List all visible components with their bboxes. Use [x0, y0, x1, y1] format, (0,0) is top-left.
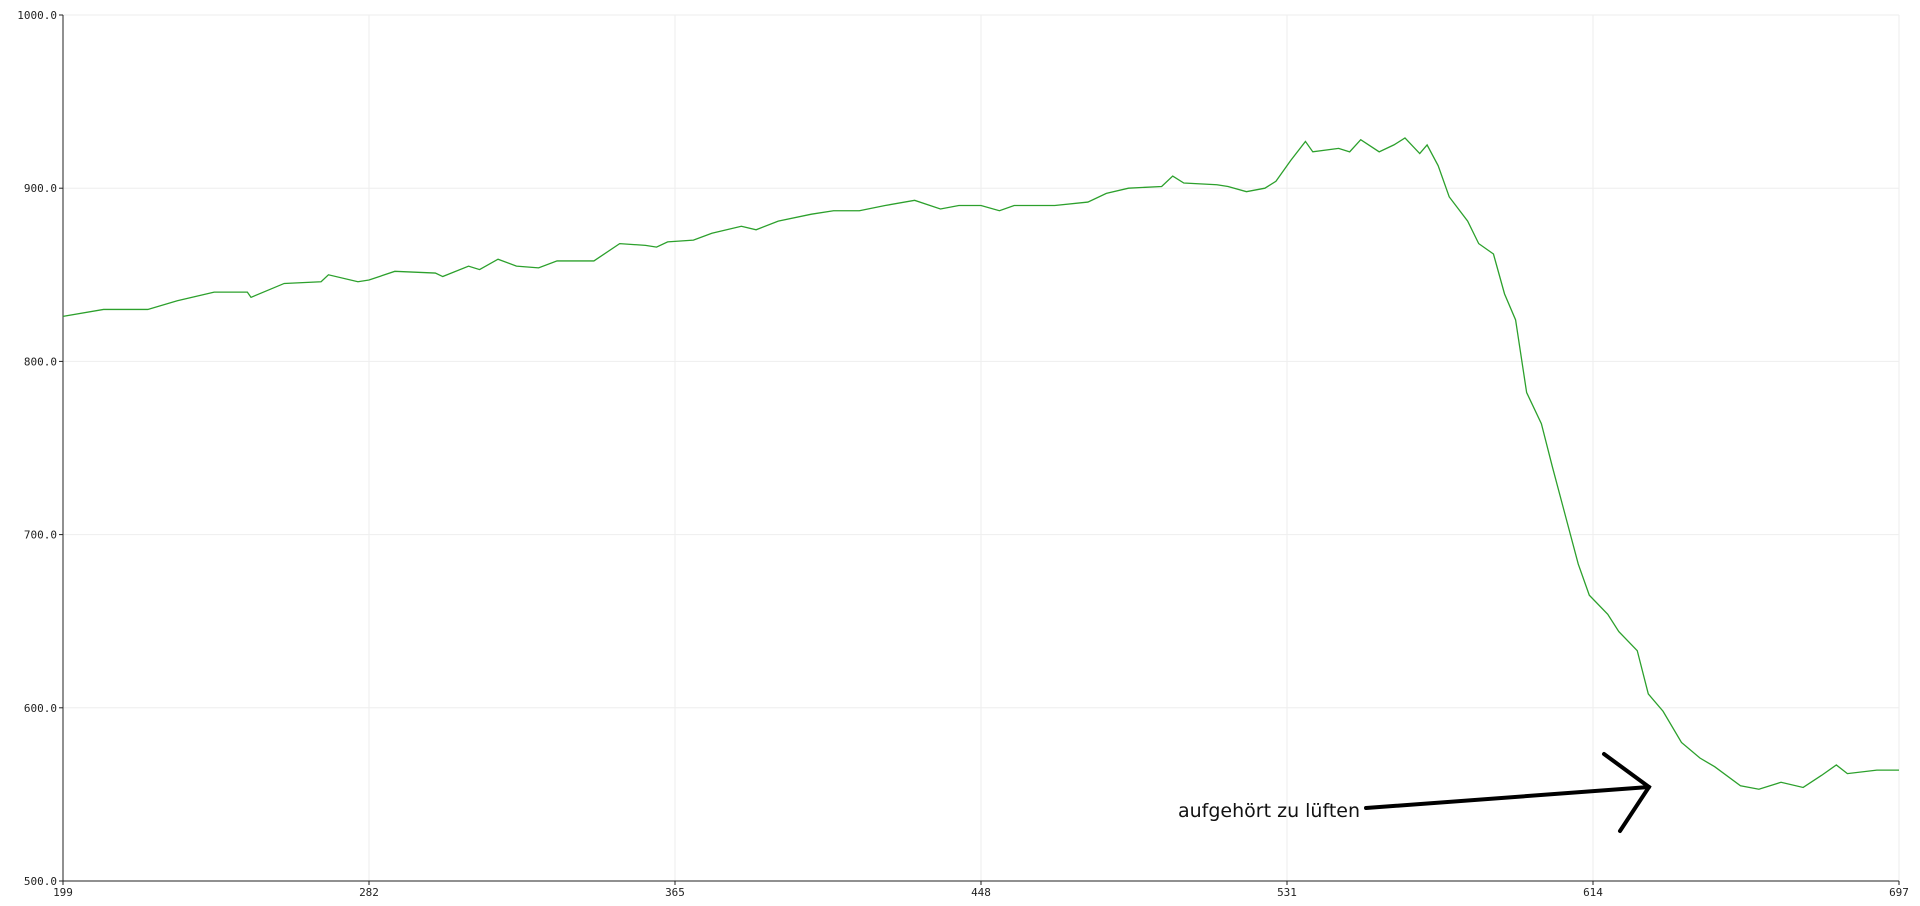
annotation-arrow — [1364, 752, 1652, 833]
data-line — [62, 137, 1899, 790]
x-tick-label: 282 — [359, 886, 379, 899]
x-tick-label: 199 — [53, 886, 73, 899]
y-tick-label: 500.0 — [24, 875, 57, 888]
y-tick-label: 700.0 — [24, 529, 57, 542]
grid — [62, 14, 1900, 882]
y-tick-label: 800.0 — [24, 355, 57, 368]
x-tick-label: 614 — [1583, 886, 1603, 899]
y-tick-label: 900.0 — [24, 182, 57, 195]
x-tick-label: 448 — [971, 886, 991, 899]
x-tick-label: 531 — [1277, 886, 1297, 899]
x-tick-label: 365 — [665, 886, 685, 899]
y-tick-label: 600.0 — [24, 702, 57, 715]
y-tick-label: 1000.0 — [17, 9, 57, 22]
x-tick-label: 697 — [1889, 886, 1909, 899]
annotation: aufgehört zu lüften — [1178, 800, 1360, 822]
